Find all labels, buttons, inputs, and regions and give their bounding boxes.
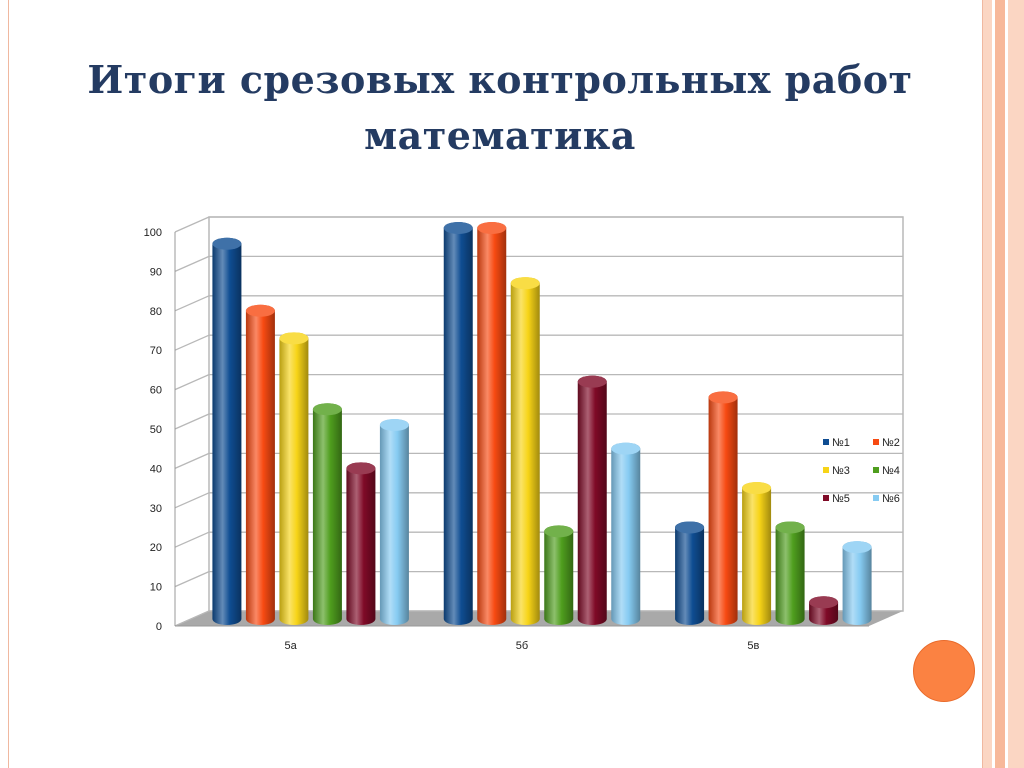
bar-top (842, 541, 872, 554)
gridline-diagonal (174, 413, 210, 430)
y-tick-label: 20 (150, 542, 162, 554)
bar-top (477, 222, 507, 234)
bar (477, 222, 507, 625)
gridline-diagonal (174, 374, 210, 391)
bar (708, 391, 738, 625)
bar (346, 462, 376, 625)
stripe-1 (983, 0, 992, 768)
y-tick-label: 80 (150, 306, 162, 318)
gridline-diagonal (174, 452, 210, 469)
y-tick-label: 0 (156, 621, 162, 633)
y-tick-label: 70 (150, 345, 162, 357)
bar-top (245, 304, 275, 317)
legend-swatch (873, 495, 879, 501)
bar (577, 375, 607, 625)
bar (544, 525, 574, 625)
legend-swatch (873, 439, 879, 445)
bar (842, 541, 872, 625)
bar (775, 521, 805, 625)
legend-label: №3 (832, 465, 850, 477)
bar-top (809, 596, 839, 609)
bar (312, 403, 342, 625)
legend-label: №5 (832, 493, 850, 505)
bar-top (775, 521, 805, 534)
x-tick-label: 5б (516, 640, 528, 652)
bar (611, 442, 641, 625)
bar-top (443, 222, 473, 234)
bar (443, 222, 473, 625)
bar (742, 482, 772, 625)
bar-top (708, 391, 738, 404)
gridline-diagonal (174, 571, 210, 588)
decorative-stripes (983, 0, 1024, 768)
slide-title: Итоги срезовых контрольных работ математ… (60, 52, 940, 164)
bar (510, 277, 540, 625)
title-line-1: Итоги срезовых контрольных работ (87, 57, 913, 102)
legend-label: №4 (882, 465, 900, 477)
bar-top (312, 403, 342, 416)
y-tick-label: 100 (144, 227, 162, 239)
bar-top (212, 237, 242, 250)
bar-top (346, 462, 376, 475)
slide-frame (8, 0, 983, 768)
legend-swatch (873, 467, 879, 473)
legend-swatch (823, 439, 829, 445)
y-tick-label: 90 (150, 266, 162, 278)
legend-label: №2 (882, 437, 900, 449)
y-tick-label: 30 (150, 503, 162, 515)
y-tick-label: 40 (150, 463, 162, 475)
legend-label: №1 (832, 437, 850, 449)
gridline-diagonal (174, 295, 210, 312)
y-tick-label: 10 (150, 582, 162, 594)
bar-top (510, 277, 540, 290)
bar-top (742, 482, 772, 495)
x-tick-label: 5в (747, 640, 759, 652)
gridline-diagonal (174, 531, 210, 548)
y-tick-label: 50 (150, 424, 162, 436)
accent-circle (913, 640, 975, 702)
bar-top (379, 419, 409, 431)
gridline-diagonal (174, 492, 210, 509)
bar-top (675, 521, 705, 534)
legend-label: №6 (882, 493, 900, 505)
bar (245, 304, 275, 625)
gridline-diagonal (174, 334, 210, 351)
bar-top (279, 332, 309, 345)
gridline-diagonal (174, 610, 210, 627)
bar-chart: 0 10 20 30 40 50 60 70 80 90 100 5а 5б 5в №1 №2 №3 №4 №5 №6 (144, 216, 904, 652)
title-line-2: математика (364, 113, 636, 158)
bar (212, 237, 242, 625)
gridline-diagonal (174, 216, 210, 233)
y-tick-label: 60 (150, 385, 162, 397)
stripe-2 (995, 0, 1005, 768)
x-tick-label: 5а (285, 640, 298, 652)
bar-top (577, 375, 607, 388)
gridline-diagonal (174, 255, 210, 272)
stripe-3 (1008, 0, 1024, 768)
legend-swatch (823, 495, 829, 501)
bar (675, 521, 705, 625)
bar (379, 419, 409, 625)
legend-swatch (823, 467, 829, 473)
bar-top (611, 442, 641, 455)
bar-top (544, 525, 574, 538)
bar (279, 332, 309, 625)
